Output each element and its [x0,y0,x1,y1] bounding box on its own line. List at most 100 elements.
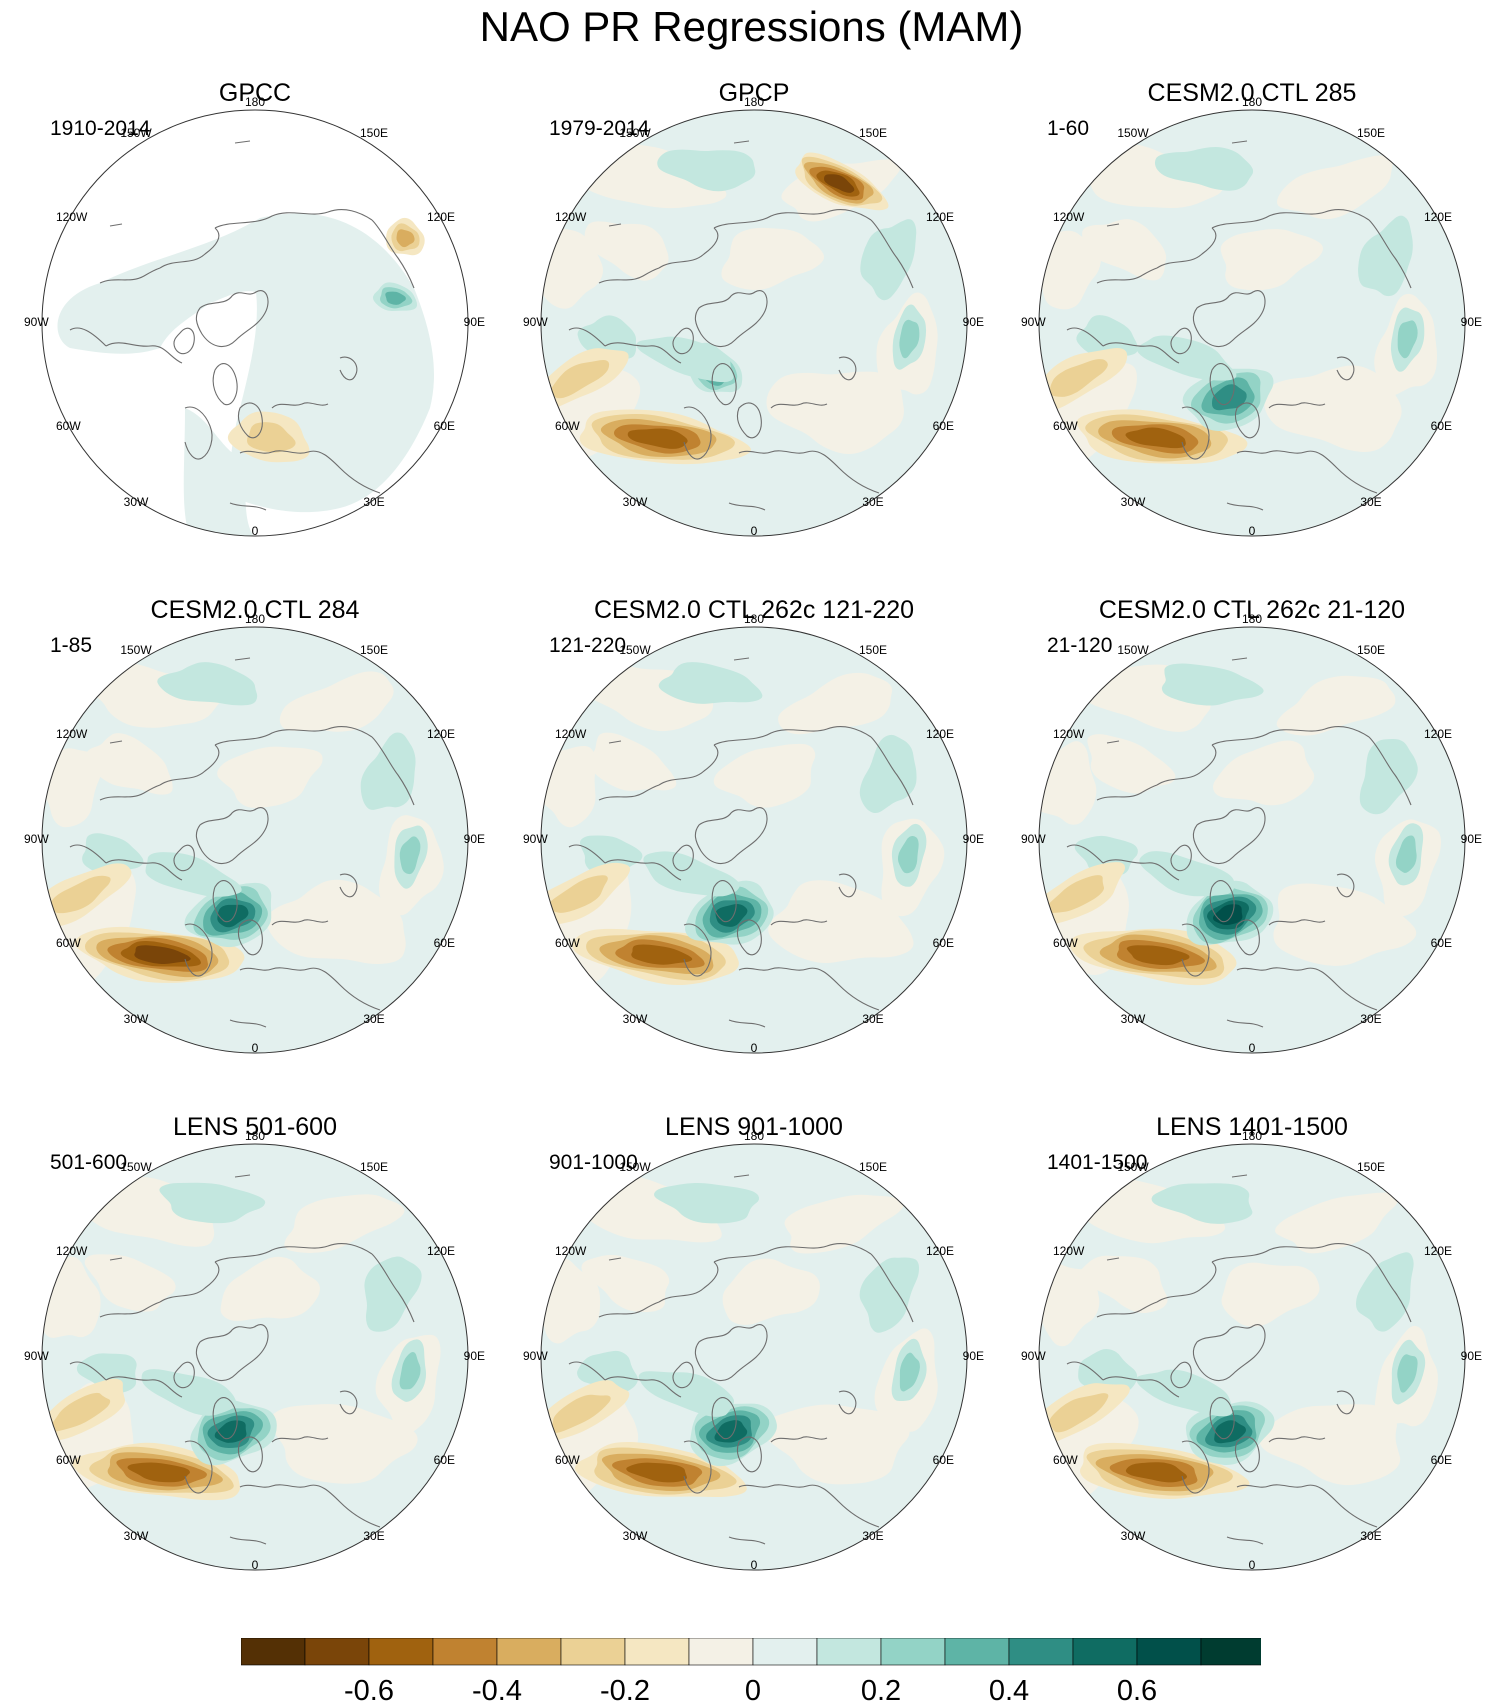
field-patch [778,672,893,735]
coastline [212,880,238,923]
longitude-label: 180 [245,612,265,626]
coastline [99,1301,161,1318]
negative-anomaly [1125,1462,1188,1483]
map-field [42,627,468,1053]
field-patch [1154,146,1254,191]
map-panel: LENS 901-1000 901-1000 180 150E 120E 90E 60E 30… [509,1112,999,1632]
coastline [1368,1253,1412,1323]
coastline [371,219,415,289]
longitude-label: 150E [1357,1160,1385,1174]
coastline [195,290,269,348]
colorbar-tick-label: -0.6 [344,1675,394,1704]
polar-map: 180 150E 120E 90E 60E 30E 0 30W 60W 90W 120W 150W [523,95,984,538]
map-field [541,1144,967,1570]
coastline [1234,1436,1260,1473]
field-patch [859,1257,920,1333]
map-border [540,109,968,537]
coastline [1268,1436,1326,1443]
negative-anomaly [51,875,111,914]
coastline [195,1324,269,1382]
longitude-label: 150E [360,126,388,140]
coastline [598,267,660,284]
field-patch [582,144,727,209]
field-patch [587,732,677,791]
field-patch [784,1194,905,1254]
colorbar-swatch [1136,1638,1202,1666]
coastlines [69,657,415,1028]
longitude-label: 150E [859,643,887,657]
coastline [159,227,220,269]
field-patch [157,662,258,706]
field-patch [1078,1348,1138,1392]
field-patch [762,1404,910,1485]
longitude-label: 180 [1242,1129,1262,1143]
field-patch [1220,229,1324,291]
coastline [711,880,737,923]
coastline [1211,1243,1370,1263]
field-patch [1076,315,1138,357]
coastlines [69,1174,415,1545]
field-patch [766,371,904,454]
field-patch [1221,1262,1320,1327]
field-patch [584,221,669,281]
longitude-label: 90E [1461,315,1482,329]
longitude-label: 120E [1424,210,1452,224]
coastline [1096,267,1158,284]
coastline [1226,1536,1264,1545]
coastline [738,450,880,494]
longitude-label: 90E [1461,832,1482,846]
longitude-label: 120W [1053,727,1085,741]
coastline [694,1324,768,1382]
longitude-label: 30W [623,1012,648,1026]
negative-anomaly [247,422,296,453]
field-patch [1259,1404,1401,1486]
coastline [1192,1324,1266,1382]
coastline [1234,402,1260,439]
field-patch [1358,215,1413,297]
colorbar-swatch [368,1638,434,1666]
longitude-label: 150W [120,1160,152,1174]
coastline [271,402,329,409]
longitude-label: 60E [434,1453,455,1467]
negative-anomaly [48,1392,111,1432]
longitude-label: 90E [464,315,485,329]
panel-title: LENS 1401-1500 [1156,1113,1348,1141]
coastline [736,1436,762,1473]
coastline [214,1243,373,1263]
negative-anomaly [134,945,191,964]
coastline [1170,1361,1192,1389]
coastline [212,363,238,406]
field-patch [1080,1255,1168,1313]
longitude-label: 90W [523,315,548,329]
longitude-label: 0 [751,524,758,538]
field-patch [159,1182,266,1224]
longitude-label: 90E [963,1349,984,1363]
longitude-label: 0 [252,1041,259,1055]
longitude-label: 30W [623,495,648,509]
longitude-label: 0 [252,1558,259,1572]
figure-title: NAO PR Regressions (MAM) [479,3,1024,50]
panel-period: 21-120 [1047,634,1113,657]
coastline [109,1257,123,1261]
map-border [1038,109,1466,537]
coastline [229,1019,267,1028]
coastline [1181,1440,1210,1494]
panel-title: CESM2.0 CTL 284 [150,596,360,624]
coastline [658,1261,719,1303]
positive-anomaly [1214,1420,1246,1444]
polar-map: 180 150E 120E 90E 60E 30E 0 30W 60W 90W 120W 150W [1021,1129,1482,1572]
coastline [1234,919,1260,956]
longitude-label: 30E [363,1529,384,1543]
longitude-label: 30E [1360,495,1381,509]
panel-period: 901-1000 [549,1151,638,1174]
coastline [1209,880,1235,923]
positive-anomaly [399,836,421,875]
panel-period: 501-600 [50,1151,128,1174]
colorbar-swatch [496,1638,562,1666]
longitude-label: 90W [1021,832,1046,846]
negative-anomaly [1125,427,1186,449]
longitude-label: 120E [926,210,954,224]
field-patch [1355,1252,1414,1332]
coastline [195,807,269,865]
longitude-label: 120E [427,1244,455,1258]
